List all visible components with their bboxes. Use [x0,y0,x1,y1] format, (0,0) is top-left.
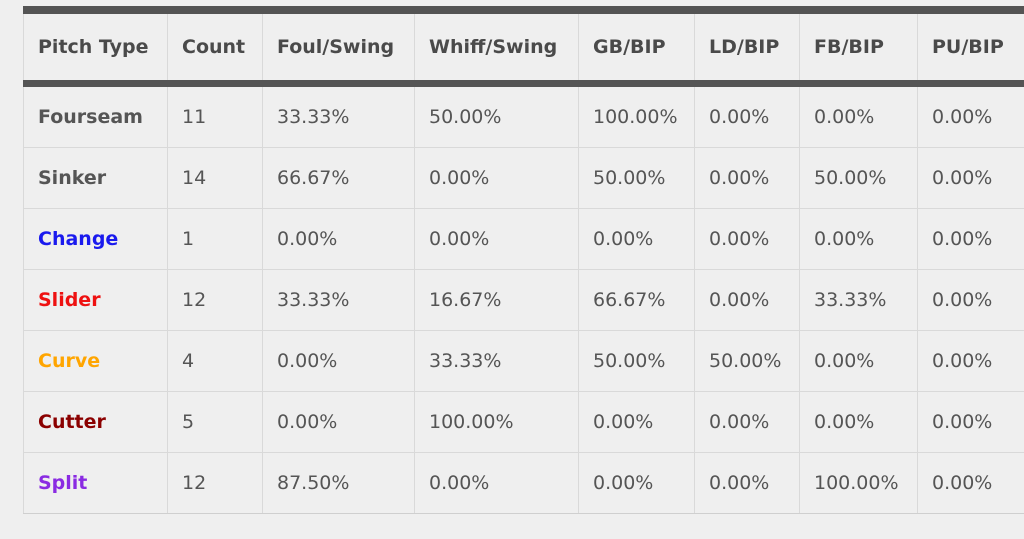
whiff-swing-cell: 100.00% [414,391,579,453]
foul-swing-cell: 87.50% [262,452,415,514]
fb-bip-cell: 0.00% [799,83,918,148]
table-row: Slider 12 33.33% 16.67% 66.67% 0.00% 33.33% 0.0… [23,269,1024,331]
pitch-type-cell: Slider [23,269,168,331]
whiff-swing-cell: 50.00% [414,83,579,148]
pu-bip-cell: 0.00% [917,330,1024,392]
fb-bip-cell: 33.33% [799,269,918,331]
pu-bip-cell: 0.00% [917,452,1024,514]
ld-bip-cell: 0.00% [694,83,800,148]
whiff-swing-cell: 0.00% [414,452,579,514]
ld-bip-cell: 0.00% [694,208,800,270]
pu-bip-cell: 0.00% [917,147,1024,209]
foul-swing-cell: 0.00% [262,391,415,453]
table-row: Fourseam 11 33.33% 50.00% 100.00% 0.00% 0.00% 0… [23,83,1024,148]
column-header-ld-bip[interactable]: LD/BIP [694,14,800,87]
gb-bip-cell: 50.00% [578,330,695,392]
pu-bip-cell: 0.00% [917,391,1024,453]
ld-bip-cell: 50.00% [694,330,800,392]
pitch-stats-table-container: Pitch Type Count Foul/Swing Whiff/Swing … [23,6,1024,514]
fb-bip-cell: 0.00% [799,391,918,453]
ld-bip-cell: 0.00% [694,391,800,453]
table-top-border [23,6,1024,14]
table-row: Split 12 87.50% 0.00% 0.00% 0.00% 100.00% 0.00% [23,452,1024,514]
foul-swing-cell: 0.00% [262,330,415,392]
gb-bip-cell: 0.00% [578,391,695,453]
ld-bip-cell: 0.00% [694,269,800,331]
pu-bip-cell: 0.00% [917,269,1024,331]
whiff-swing-cell: 33.33% [414,330,579,392]
count-cell: 5 [167,391,263,453]
pitch-type-cell: Sinker [23,147,168,209]
whiff-swing-cell: 0.00% [414,147,579,209]
whiff-swing-cell: 16.67% [414,269,579,331]
pitch-type-cell: Cutter [23,391,168,453]
count-cell: 11 [167,83,263,148]
fb-bip-cell: 0.00% [799,330,918,392]
column-header-pitch-type[interactable]: Pitch Type [23,14,168,87]
foul-swing-cell: 33.33% [262,83,415,148]
gb-bip-cell: 50.00% [578,147,695,209]
ld-bip-cell: 0.00% [694,147,800,209]
column-header-count[interactable]: Count [167,14,263,87]
fb-bip-cell: 0.00% [799,208,918,270]
column-header-foul-swing[interactable]: Foul/Swing [262,14,415,87]
table-row: Cutter 5 0.00% 100.00% 0.00% 0.00% 0.00% 0.00% [23,391,1024,453]
ld-bip-cell: 0.00% [694,452,800,514]
fb-bip-cell: 50.00% [799,147,918,209]
fb-bip-cell: 100.00% [799,452,918,514]
pitch-type-cell: Change [23,208,168,270]
foul-swing-cell: 66.67% [262,147,415,209]
whiff-swing-cell: 0.00% [414,208,579,270]
pu-bip-cell: 0.00% [917,208,1024,270]
pitch-type-cell: Split [23,452,168,514]
pitch-type-cell: Fourseam [23,83,168,148]
count-cell: 4 [167,330,263,392]
table-row: Curve 4 0.00% 33.33% 50.00% 50.00% 0.00% 0.00% [23,330,1024,392]
gb-bip-cell: 100.00% [578,83,695,148]
column-header-fb-bip[interactable]: FB/BIP [799,14,918,87]
pitch-stats-table: Pitch Type Count Foul/Swing Whiff/Swing … [23,14,1024,514]
count-cell: 12 [167,452,263,514]
gb-bip-cell: 0.00% [578,452,695,514]
table-header-row: Pitch Type Count Foul/Swing Whiff/Swing … [23,14,1024,87]
table-row: Change 1 0.00% 0.00% 0.00% 0.00% 0.00% 0.00% [23,208,1024,270]
pu-bip-cell: 0.00% [917,83,1024,148]
count-cell: 1 [167,208,263,270]
foul-swing-cell: 33.33% [262,269,415,331]
column-header-pu-bip[interactable]: PU/BIP [917,14,1024,87]
foul-swing-cell: 0.00% [262,208,415,270]
pitch-type-cell: Curve [23,330,168,392]
table-row: Sinker 14 66.67% 0.00% 50.00% 0.00% 50.00% 0.00… [23,147,1024,209]
column-header-gb-bip[interactable]: GB/BIP [578,14,695,87]
gb-bip-cell: 66.67% [578,269,695,331]
count-cell: 14 [167,147,263,209]
column-header-whiff-swing[interactable]: Whiff/Swing [414,14,579,87]
gb-bip-cell: 0.00% [578,208,695,270]
count-cell: 12 [167,269,263,331]
